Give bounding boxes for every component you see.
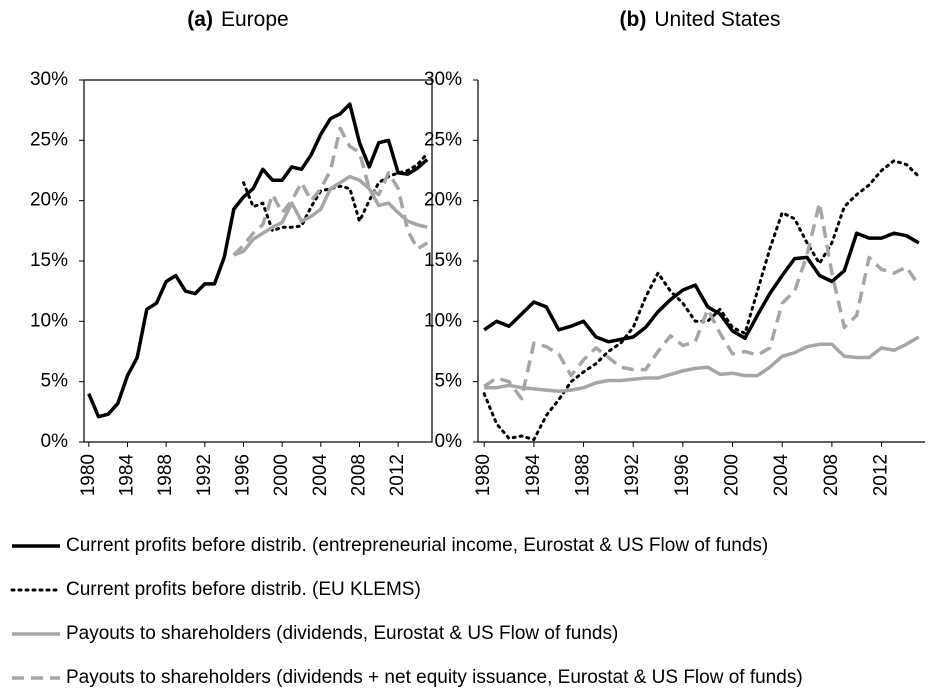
series-line (233, 174, 428, 257)
series-line (483, 201, 921, 401)
x-tick-label: 2012 (387, 454, 408, 496)
x-tick-label: 1980 (78, 454, 99, 496)
plot-frame (83, 79, 433, 443)
panel-title: Europe (221, 8, 289, 31)
legend-label: Current profits before distrib. (EU KLEM… (66, 579, 421, 600)
x-tick-label: 1980 (473, 454, 494, 496)
chart-title: (a) Europe (187, 8, 288, 31)
y-tick-label: 5% (41, 371, 69, 392)
series-line (232, 126, 429, 257)
y-tick-label: 0% (435, 431, 463, 452)
x-tick-label: 2012 (871, 454, 892, 496)
legend-label: Current profits before distrib. (entrepr… (66, 535, 768, 556)
y-tick-label: 30% (424, 69, 462, 90)
x-tick-label: 1988 (573, 454, 594, 496)
chart-title: (b) United States (620, 8, 781, 31)
x-tick-label: 2008 (349, 454, 370, 496)
legend-label: Payouts to shareholders (dividends + net… (66, 667, 803, 688)
panel-title: United States (654, 8, 780, 31)
legend-label: Payouts to shareholders (dividends, Euro… (66, 623, 618, 644)
y-tick-label: 20% (424, 190, 462, 211)
x-tick-label: 1996 (233, 454, 254, 496)
x-tick-label: 1984 (117, 454, 138, 497)
series-line (87, 102, 429, 419)
y-tick-label: 10% (424, 310, 462, 331)
series-line (242, 152, 429, 233)
x-tick-label: 1988 (155, 454, 176, 496)
x-tick-label: 2004 (310, 454, 331, 497)
x-tick-label: 1984 (523, 454, 544, 497)
y-tick-label: 10% (30, 310, 68, 331)
panel-label: (b) (620, 8, 647, 31)
y-tick-label: 25% (424, 129, 462, 150)
y-tick-label: 25% (30, 129, 68, 150)
series-line (484, 335, 920, 394)
y-tick-label: 15% (30, 250, 68, 271)
series-line (482, 159, 921, 442)
y-tick-label: 30% (30, 69, 68, 90)
y-tick-label: 0% (41, 431, 69, 452)
x-tick-label: 2004 (771, 454, 792, 497)
y-tick-label: 15% (424, 250, 462, 271)
x-tick-label: 1992 (194, 454, 215, 496)
panel-label: (a) (187, 8, 213, 31)
x-tick-label: 2000 (722, 454, 743, 496)
x-tick-label: 1996 (672, 454, 693, 496)
series-line (483, 231, 920, 344)
x-tick-label: 2000 (271, 454, 292, 496)
x-tick-label: 2008 (821, 454, 842, 496)
y-tick-label: 5% (435, 371, 463, 392)
y-tick-label: 20% (30, 190, 68, 211)
x-tick-label: 1992 (622, 454, 643, 496)
